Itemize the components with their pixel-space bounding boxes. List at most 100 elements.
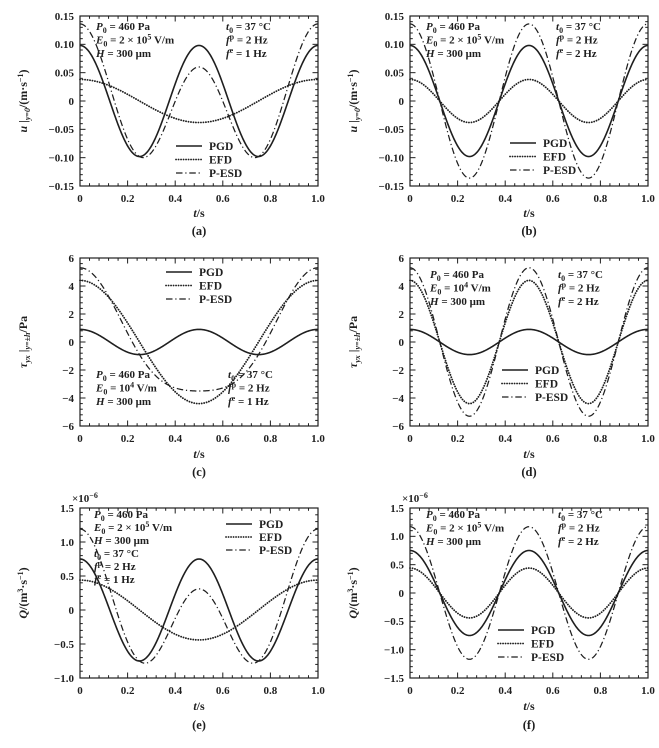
y-tick-label: 2 [69, 309, 75, 321]
y-tick-label: 0 [399, 96, 405, 108]
series-PGD-line [79, 558, 319, 662]
legend-label-EFD: EFD [259, 532, 282, 544]
x-tick-label: 0.8 [264, 685, 278, 697]
y-tick-label: −6 [392, 421, 404, 433]
annotation-line: t0 = 37 °C [226, 21, 271, 35]
y-tick-label: −0.15 [378, 181, 404, 193]
legend-label-EFD: EFD [531, 639, 554, 651]
y-tick-label: 1.0 [390, 531, 404, 543]
y-tick-label: −2 [62, 365, 74, 377]
series-PGD-line [409, 44, 649, 158]
y-tick-label: −0.05 [378, 124, 404, 136]
x-tick-label: 0.8 [264, 433, 278, 445]
axis-frame [409, 507, 649, 679]
x-tick-label: 1.0 [311, 433, 325, 445]
y-axis-label: τyx |y=±h/Pa [16, 316, 32, 368]
y-tick-label: −1.0 [384, 644, 405, 656]
axis-frame [79, 15, 319, 187]
y-tick-label: 1.5 [390, 503, 404, 515]
x-tick-label: 0.4 [168, 433, 182, 445]
legend-label-EFD: EFD [209, 155, 232, 167]
annotation-line: E0 = 2 × 105 V/m [425, 33, 504, 49]
panel-caption: (f) [523, 718, 536, 732]
legend-label-PGD: PGD [209, 141, 233, 153]
y-tick-label: 0.10 [55, 39, 75, 51]
annotation-line: fp = 2 Hz [558, 521, 600, 535]
series-EFD-line [409, 78, 649, 124]
annotation-line: E0 = 2 × 105 V/m [425, 521, 504, 537]
axis-frame [79, 257, 319, 427]
annotation-line: P0 = 460 Pa [96, 21, 150, 35]
x-tick-label: 0.2 [451, 433, 465, 445]
y-tick-label: −0.10 [48, 152, 74, 164]
y-tick-label: 4 [69, 281, 75, 293]
y-tick-label: −2 [392, 365, 404, 377]
series-P-ESD-line [79, 23, 319, 159]
panel-a: 0 0.2 0.4 0.6 0.8 1.0 0.15 0.10 0.05 0 −0.05 −0.10 −… [0, 0, 330, 250]
y-tick-label: 0.5 [60, 571, 74, 583]
y-tick-label: −1.5 [384, 673, 405, 685]
chart-a: 0 0.2 0.4 0.6 0.8 1.0 0.15 0.10 0.05 0 −0.05 −0.10 −… [16, 11, 325, 238]
x-tick-label: 0.2 [121, 685, 135, 697]
legend-label-P-ESD: P-ESD [535, 392, 568, 404]
annotation-line: t0 = 37 °C [556, 21, 601, 35]
y-tick-label: 0.15 [55, 11, 75, 23]
y-tick-label: 0 [69, 96, 75, 108]
axis-scale-label: ×10−6 [72, 491, 98, 505]
x-tick-label: 0.8 [594, 433, 608, 445]
y-tick-label: 0.10 [385, 39, 405, 51]
x-tick-label: 0.8 [594, 685, 608, 697]
series-EFD-line [79, 78, 319, 124]
series-EFD-line [409, 567, 649, 619]
annotation-line: P0 = 460 Pa [94, 509, 148, 523]
annotation-line: fe = 1 Hz [228, 394, 269, 408]
series-P-ESD-line [409, 267, 649, 417]
x-tick-label: 0.6 [546, 193, 560, 205]
x-tick-label: 0.2 [451, 685, 465, 697]
series-P-ESD-line [409, 526, 649, 660]
x-axis-label: t/s [193, 206, 205, 220]
x-axis-label: t/s [523, 206, 535, 220]
legend-label-PGD: PGD [543, 138, 567, 150]
x-tick-label: 1.0 [641, 433, 655, 445]
legend-label-EFD: EFD [535, 379, 558, 391]
x-tick-label: 0.2 [121, 193, 135, 205]
y-tick-label: 1.5 [60, 503, 74, 515]
y-tick-label: 0.05 [55, 67, 75, 79]
legend-label-EFD: EFD [543, 152, 566, 164]
annotation-line: t0 = 37 °C [94, 548, 139, 562]
annotation-line: H = 300 μm [95, 396, 151, 408]
y-tick-label: −0.10 [378, 152, 404, 164]
panel-caption: (a) [192, 224, 207, 238]
series-EFD-line [79, 579, 319, 641]
x-axis-label: t/s [523, 447, 535, 461]
x-axis-label: t/s [193, 447, 205, 461]
x-tick-label: 0.6 [216, 433, 230, 445]
panel-c: 0 0.2 0.4 0.6 0.8 1.0 6 4 2 0 −2 −4 −6 PGD EFD P-ESD P0 … [0, 250, 330, 490]
x-tick-label: 0 [77, 433, 83, 445]
legend-label-PGD: PGD [259, 519, 283, 531]
y-tick-label: −0.15 [48, 181, 74, 193]
y-tick-label: 6 [399, 253, 405, 265]
y-tick-label: −1.0 [54, 673, 75, 685]
annotation-line: fe = 2 Hz [556, 46, 597, 60]
series-EFD-line [79, 279, 319, 405]
chart-e: 0 0.2 0.4 0.6 0.8 1.0 1.5 1.0 0.5 0 −0.5 −1.0 PGDEFD… [16, 491, 325, 732]
x-tick-label: 0.6 [546, 433, 560, 445]
y-tick-label: 1.0 [60, 537, 74, 549]
y-tick-label: −4 [392, 393, 404, 405]
series-P-ESD-line [79, 528, 319, 664]
annotation-line: fp = 2 Hz [94, 559, 136, 573]
x-tick-label: 1.0 [641, 685, 655, 697]
x-tick-label: 0.6 [546, 685, 560, 697]
y-tick-label: 0.05 [385, 67, 405, 79]
y-tick-label: −6 [62, 421, 74, 433]
panel-caption: (b) [521, 224, 536, 238]
x-tick-label: 0.4 [498, 685, 512, 697]
